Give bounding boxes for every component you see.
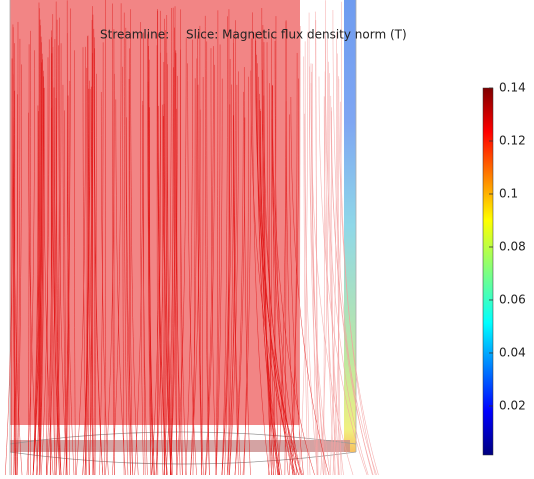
colorbar-tick-label: 0.08 [499, 239, 526, 253]
colorbar-tick-label: 0.06 [499, 292, 526, 306]
colorbar-tick-label: 0.04 [499, 345, 526, 359]
colorbar-tick-label: 0.14 [499, 81, 526, 95]
colorbar [483, 88, 493, 455]
slice-strip [344, 0, 356, 452]
colorbar-tick-label: 0.12 [499, 133, 526, 147]
title-prefix: Streamline: [100, 28, 169, 42]
title: Slice: Magnetic flux density norm (T) [186, 28, 407, 42]
colorbar-tick-label: 0.1 [499, 186, 518, 200]
colorbar-tick-label: 0.02 [499, 398, 526, 412]
